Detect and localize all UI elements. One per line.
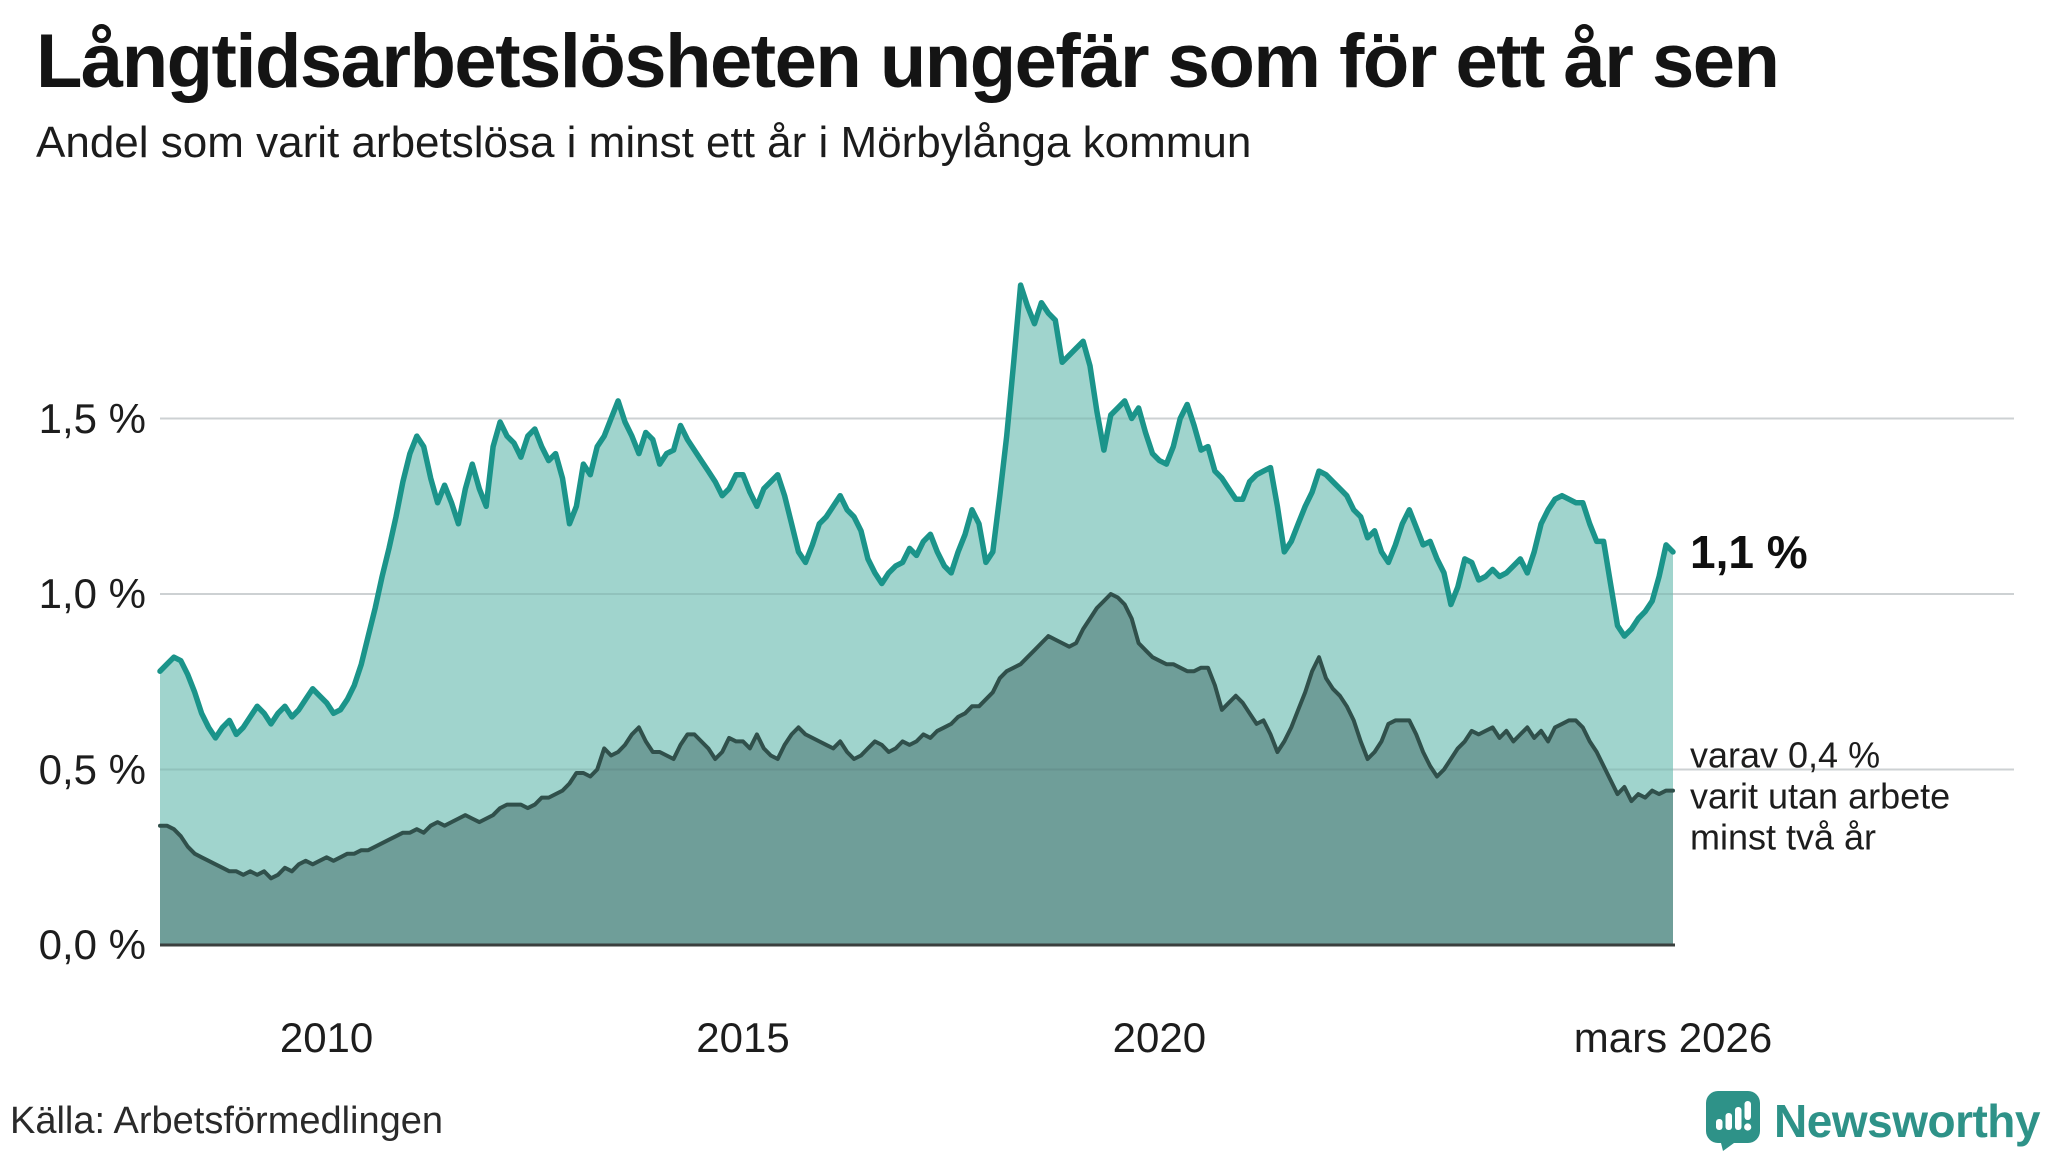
newsworthy-icon <box>1706 1091 1761 1151</box>
two-year-note-line-2: varit utan arbete <box>1690 775 1951 817</box>
two-year-note-line-3: minst två år <box>1690 816 1877 858</box>
page-subtitle: Andel som varit arbetslösa i minst ett å… <box>36 118 1252 167</box>
two-year-note: varav 0,4 % varit utan arbete minst två … <box>1690 734 1950 857</box>
brand-logo: Newsworthy <box>1706 1091 2040 1151</box>
x-axis-label-2020: 2020 <box>1112 1014 1207 1061</box>
series-line-two-year <box>158 592 1675 881</box>
y-axis-label-1-0: 1,0 % <box>38 570 146 617</box>
y-axis-label-0-5: 0,5 % <box>38 745 146 793</box>
series-line-one-year <box>157 282 1676 741</box>
x-axis-label-mars-2026: mars 2026 <box>1573 1014 1773 1061</box>
x-axis-label-2010: 2010 <box>279 1014 374 1061</box>
source-note: Källa: Arbetsförmedlingen <box>10 1100 444 1142</box>
page-title: Långtidsarbetslösheten ungefär som för e… <box>36 19 1780 104</box>
brand-name: Newsworthy <box>1774 1095 2040 1147</box>
series-area-two-year <box>160 594 1673 945</box>
two-year-note-line-1: varav 0,4 % <box>1690 734 1881 776</box>
y-axis-label-0-0: 0,0 % <box>38 921 146 968</box>
x-axis-label-2015: 2015 <box>696 1014 790 1061</box>
y-axis-label-1-5: 1,5 % <box>38 394 146 442</box>
latest-value-label: 1,1 % <box>1690 525 1808 578</box>
